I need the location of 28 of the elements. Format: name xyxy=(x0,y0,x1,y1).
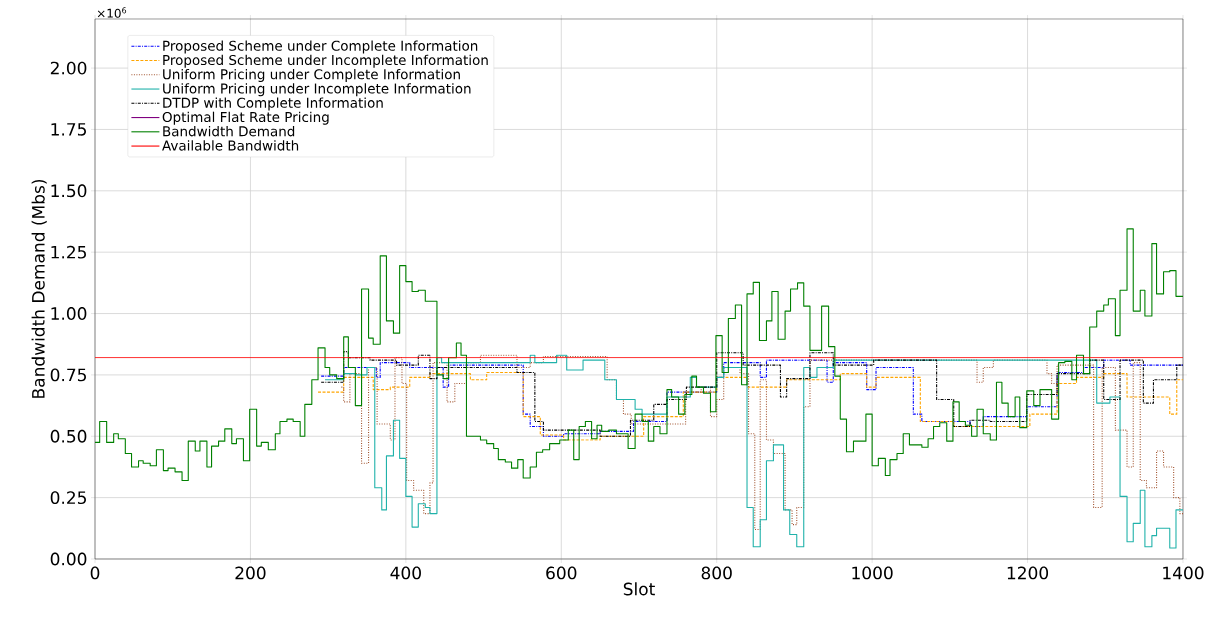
legend-label: Available Bandwidth xyxy=(162,140,299,151)
x-tick-label: 400 xyxy=(390,566,421,580)
x-tick-label: 1000 xyxy=(852,566,893,580)
y-tick-label: 0.00 xyxy=(50,552,87,566)
y-tick-label: 1.50 xyxy=(51,184,87,198)
legend-label: Proposed Scheme under Complete Information xyxy=(163,40,478,54)
legend-label: Proposed Scheme under Incomplete Information xyxy=(163,54,488,68)
x-tick-label: 1200 xyxy=(1007,566,1049,580)
y-axis-title: Bandwidth Demand (Mbs) xyxy=(31,179,47,398)
legend-label: Optimal Flat Rate Pricing xyxy=(162,111,329,125)
y-tick-label: 1.25 xyxy=(51,245,86,259)
y-tick-label: 1.75 xyxy=(51,123,86,136)
legend-label: DTDP with Complete Information xyxy=(163,97,383,111)
y-tick-label: 1.00 xyxy=(51,307,87,320)
y-tick-label: 0.25 xyxy=(50,491,86,505)
legend-label: Bandwidth Demand xyxy=(163,125,295,137)
y-tick-label: 0.75 xyxy=(50,368,86,382)
legend-label: Uniform Pricing under Incomplete Information xyxy=(163,83,471,97)
text: ×10$^{6}$ xyxy=(97,7,127,18)
x-tick-label: 1400 xyxy=(1163,566,1204,580)
x-tick-label: 600 xyxy=(546,566,577,580)
legend-label: Uniform Pricing under Complete Information xyxy=(163,68,460,82)
y-tick-label: 2.00 xyxy=(50,61,87,75)
x-axis-title: Slot xyxy=(623,582,655,596)
x-tick-label: 800 xyxy=(701,566,732,580)
y-tick-label: 0.50 xyxy=(50,429,87,443)
x-tick-label: 0 xyxy=(90,566,100,580)
x-tick-label: 200 xyxy=(235,566,266,580)
